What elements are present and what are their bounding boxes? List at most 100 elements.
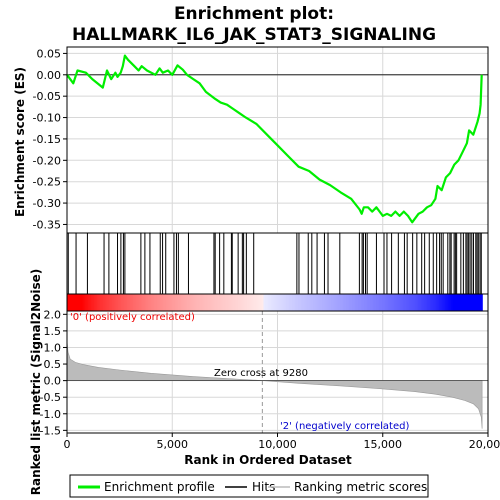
band-segment — [227, 294, 230, 311]
band-segment — [97, 294, 99, 311]
legend-hits-label: Hits — [252, 480, 275, 494]
band-segment — [433, 294, 435, 311]
band-segment — [221, 294, 224, 311]
band-segment — [304, 294, 306, 311]
x-tick-label: 15,000 — [364, 438, 403, 451]
band-segment — [79, 294, 81, 311]
es-ytick-label: -0.05 — [33, 90, 61, 103]
band-segment — [142, 294, 144, 311]
x-tick-label: 5,000 — [157, 438, 189, 451]
band-segment — [380, 294, 383, 311]
band-segment — [298, 294, 300, 311]
band-segment — [211, 294, 213, 311]
band-segment — [427, 294, 429, 311]
band-segment — [266, 294, 269, 311]
band-segment — [139, 294, 141, 311]
band-segment — [151, 294, 153, 311]
band-segment — [460, 294, 462, 311]
band-segment — [476, 294, 479, 311]
band-segment — [119, 294, 122, 311]
band-segment — [422, 294, 425, 311]
band-segment — [250, 294, 252, 311]
band-segment — [344, 294, 347, 311]
band-segment — [325, 294, 327, 311]
band-segment — [107, 294, 110, 311]
band-segment — [415, 294, 417, 311]
metric-ytick-label: 2.0 — [44, 308, 62, 321]
band-segment — [217, 294, 219, 311]
metric-ytick-label: -0.5 — [40, 391, 61, 404]
es-ytick-label: -0.20 — [33, 154, 61, 167]
band-segment — [319, 294, 321, 311]
band-segment — [116, 294, 119, 311]
band-segment — [448, 294, 450, 311]
band-segment — [205, 294, 207, 311]
band-segment — [188, 294, 191, 311]
band-segment — [404, 294, 407, 311]
band-segment — [256, 294, 258, 311]
band-segment — [296, 294, 299, 311]
band-segment — [122, 294, 125, 311]
band-segment — [335, 294, 338, 311]
band-segment — [280, 294, 282, 311]
band-segment — [326, 294, 329, 311]
band-segment — [167, 294, 170, 311]
band-segment — [83, 294, 86, 311]
band-segment — [173, 294, 176, 311]
band-segment — [143, 294, 146, 311]
band-segment — [140, 294, 143, 311]
band-segment — [265, 294, 267, 311]
band-segment — [232, 294, 234, 311]
band-segment — [257, 294, 260, 311]
band-segment — [262, 294, 264, 311]
band-segment — [295, 294, 297, 311]
band-segment — [124, 294, 126, 311]
band-segment — [148, 294, 150, 311]
band-segment — [359, 294, 362, 311]
x-tick-label: 20,000 — [469, 438, 500, 451]
band-segment — [199, 294, 201, 311]
band-segment — [481, 294, 483, 311]
band-segment — [449, 294, 452, 311]
band-segment — [268, 294, 270, 311]
band-segment — [364, 294, 366, 311]
band-segment — [464, 294, 467, 311]
band-segment — [175, 294, 177, 311]
band-segment — [185, 294, 188, 311]
band-segment — [392, 294, 395, 311]
band-segment — [320, 294, 323, 311]
band-segment — [329, 294, 332, 311]
band-segment — [437, 294, 440, 311]
band-segment — [305, 294, 308, 311]
band-segment — [184, 294, 186, 311]
band-segment — [310, 294, 312, 311]
legend-profile-label: Enrichment profile — [104, 480, 215, 494]
band-segment — [73, 294, 75, 311]
band-segment — [479, 294, 482, 311]
band-segment — [70, 294, 72, 311]
band-segment — [127, 294, 129, 311]
band-segment — [400, 294, 402, 311]
band-segment — [425, 294, 428, 311]
band-segment — [269, 294, 272, 311]
band-segment — [278, 294, 281, 311]
band-segment — [179, 294, 182, 311]
band-segment — [358, 294, 360, 311]
band-segment — [223, 294, 225, 311]
es-ytick-label: -0.15 — [33, 133, 61, 146]
band-segment — [155, 294, 158, 311]
chart-title-line1: Enrichment plot: — [174, 4, 334, 24]
band-segment — [308, 294, 311, 311]
band-segment — [466, 294, 468, 311]
band-segment — [212, 294, 215, 311]
band-segment — [406, 294, 408, 311]
band-segment — [386, 294, 389, 311]
band-segment — [160, 294, 162, 311]
band-segment — [125, 294, 128, 311]
band-segment — [164, 294, 167, 311]
band-segment — [410, 294, 413, 311]
chart-title-line2: HALLMARK_IL6_JAK_STAT3_SIGNALING — [72, 25, 436, 45]
band-segment — [166, 294, 168, 311]
band-segment — [289, 294, 291, 311]
